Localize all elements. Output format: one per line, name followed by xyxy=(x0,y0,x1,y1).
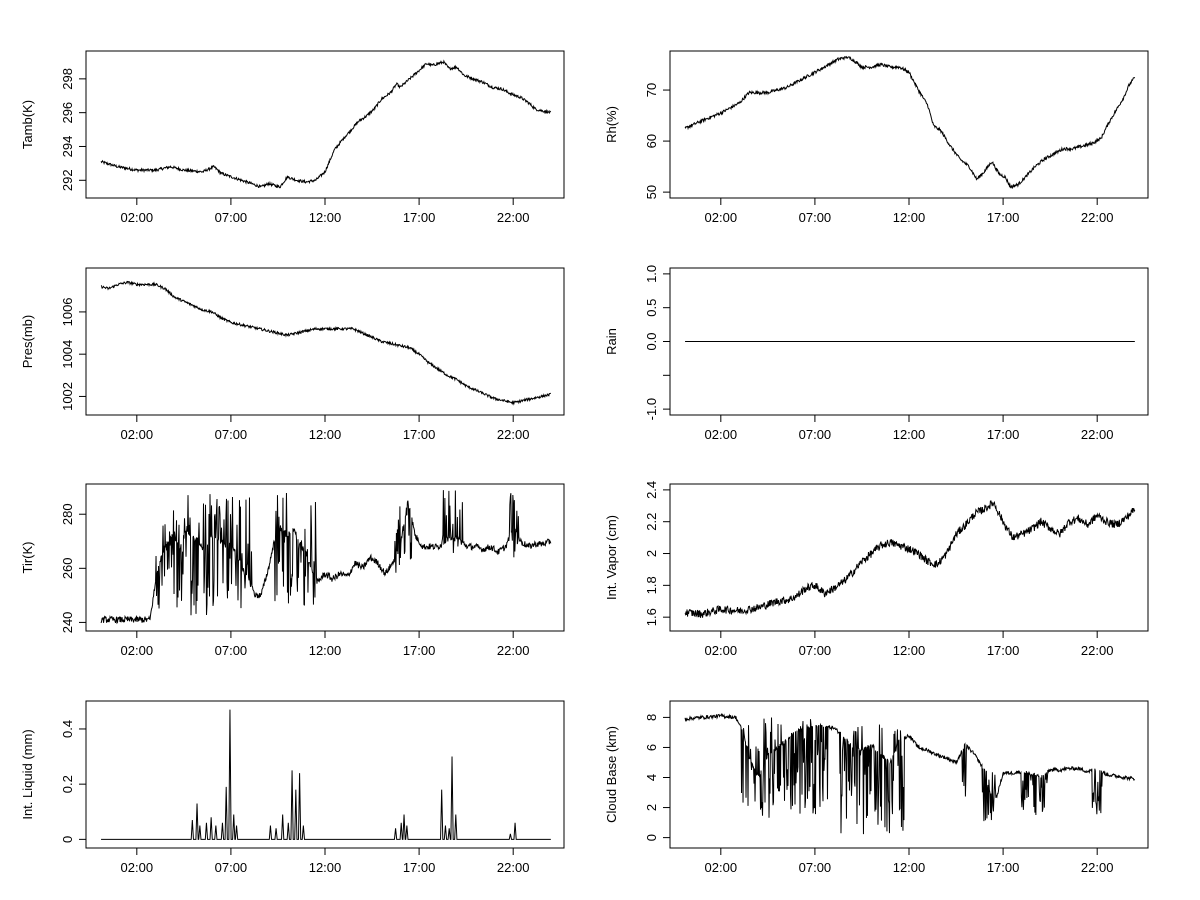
panel-vapor: 02:00 07:00 12:00 17:00 22:00 1.6 1.8 2 2.2 2.4 In… xyxy=(604,481,1149,658)
series-line-rh xyxy=(684,55,1136,190)
x-tick-label: 12:00 xyxy=(309,643,342,658)
y-tick-label: 60 xyxy=(644,134,659,148)
x-tick-label: 22:00 xyxy=(1081,210,1114,225)
x-tick-label: 07:00 xyxy=(799,427,832,442)
y-tick-label: 1006 xyxy=(60,297,75,326)
y-tick-label: 296 xyxy=(60,102,75,124)
x-tick-label: 07:00 xyxy=(215,210,248,225)
x-tick-label: 17:00 xyxy=(987,210,1020,225)
x-tick-label: 22:00 xyxy=(1081,643,1114,658)
y-axis-label: Tamb(K) xyxy=(20,100,35,149)
x-tick-label: 02:00 xyxy=(121,427,154,442)
x-tick-label: 17:00 xyxy=(987,860,1020,875)
y-tick-label: 298 xyxy=(60,68,75,90)
x-tick-label: 07:00 xyxy=(799,210,832,225)
series-line-tamb xyxy=(100,59,552,189)
x-tick-label: 12:00 xyxy=(309,860,342,875)
y-tick-label: 50 xyxy=(644,185,659,199)
y-tick-label: 70 xyxy=(644,83,659,97)
y-tick-label: 6 xyxy=(644,744,659,751)
y-axis-label: Rh(%) xyxy=(604,106,619,143)
panel-rain: 02:00 07:00 12:00 17:00 22:00 -1.0 0.0 0.5 1.0 Ra… xyxy=(604,265,1149,442)
x-tick-label: 12:00 xyxy=(309,210,342,225)
y-tick-label: 0 xyxy=(644,834,659,841)
x-tick-label: 17:00 xyxy=(403,427,436,442)
y-tick-label: 0.0 xyxy=(644,332,659,350)
x-tick-label: 02:00 xyxy=(705,210,738,225)
plot-frame xyxy=(85,700,565,849)
series-line-liquid xyxy=(101,709,551,840)
x-tick-label: 07:00 xyxy=(215,427,248,442)
series-line-cloudbase xyxy=(684,713,1136,835)
x-tick-label: 12:00 xyxy=(893,860,926,875)
y-tick-label: 294 xyxy=(60,136,75,158)
y-tick-label: 1004 xyxy=(60,340,75,369)
series-line-tir xyxy=(100,490,552,625)
y-tick-label: 292 xyxy=(60,169,75,191)
y-tick-label: 4 xyxy=(644,774,659,781)
y-tick-label: 1.8 xyxy=(644,576,659,594)
x-tick-label: 17:00 xyxy=(403,210,436,225)
x-tick-label: 22:00 xyxy=(497,427,530,442)
y-tick-label: 2 xyxy=(644,550,659,557)
x-tick-label: 07:00 xyxy=(215,860,248,875)
y-axis-label: Rain xyxy=(604,328,619,355)
x-tick-label: 12:00 xyxy=(893,427,926,442)
x-tick-label: 02:00 xyxy=(121,210,154,225)
x-tick-label: 02:00 xyxy=(121,860,154,875)
panel-tamb: 02:00 07:00 12:00 17:00 22:00 292 294 296 298 Tam… xyxy=(20,50,565,225)
panel-liquid: 02:00 07:00 12:00 17:00 22:00 0 0.2 0.4 Int. Liq… xyxy=(20,700,565,875)
plot-frame xyxy=(669,483,1149,632)
y-tick-label: 0.5 xyxy=(644,299,659,317)
x-tick-label: 17:00 xyxy=(403,643,436,658)
y-tick-label: -1.0 xyxy=(644,398,659,420)
y-tick-label: 1.6 xyxy=(644,608,659,626)
x-tick-label: 02:00 xyxy=(121,643,154,658)
y-axis-label: Int. Liquid (mm) xyxy=(20,729,35,819)
y-tick-label: 1.0 xyxy=(644,265,659,283)
y-tick-label: 260 xyxy=(60,557,75,579)
x-tick-label: 22:00 xyxy=(497,860,530,875)
y-axis-label: Cloud Base (km) xyxy=(604,726,619,823)
panel-tir: 02:00 07:00 12:00 17:00 22:00 240 260 280 Tir(K) xyxy=(20,483,565,658)
series-line-pres xyxy=(100,280,552,406)
y-tick-label: 280 xyxy=(60,503,75,525)
x-tick-label: 12:00 xyxy=(309,427,342,442)
x-tick-label: 07:00 xyxy=(215,643,248,658)
y-tick-label: 8 xyxy=(644,714,659,721)
y-tick-label: 1002 xyxy=(60,382,75,411)
x-tick-label: 17:00 xyxy=(403,860,436,875)
x-tick-label: 22:00 xyxy=(497,643,530,658)
y-tick-label: 0.4 xyxy=(60,720,75,738)
x-tick-label: 02:00 xyxy=(705,860,738,875)
x-tick-label: 12:00 xyxy=(893,643,926,658)
x-tick-label: 17:00 xyxy=(987,427,1020,442)
y-tick-label: 2.2 xyxy=(644,513,659,531)
y-axis-label: Int. Vapor (cm) xyxy=(604,515,619,600)
x-tick-label: 02:00 xyxy=(705,643,738,658)
x-tick-label: 22:00 xyxy=(1081,427,1114,442)
panel-rh: 02:00 07:00 12:00 17:00 22:00 50 60 70 Rh(%) xyxy=(604,50,1149,225)
plot-frame xyxy=(85,483,565,632)
y-tick-label: 2.4 xyxy=(644,481,659,499)
y-tick-label: 240 xyxy=(60,612,75,634)
panel-cloudbase: 02:00 07:00 12:00 17:00 22:00 0 2 4 6 8 Cloud Base… xyxy=(604,700,1149,875)
plot-frame xyxy=(85,267,565,416)
series-line-vapor xyxy=(684,500,1136,618)
x-tick-label: 07:00 xyxy=(799,860,832,875)
y-tick-label: 0.2 xyxy=(60,775,75,793)
y-axis-label: Tir(K) xyxy=(20,541,35,573)
y-axis-label: Pres(mb) xyxy=(20,315,35,368)
x-tick-label: 22:00 xyxy=(497,210,530,225)
x-tick-label: 22:00 xyxy=(1081,860,1114,875)
y-tick-label: 0 xyxy=(60,836,75,843)
panel-pres: 02:00 07:00 12:00 17:00 22:00 1002 1004 1006 Pre… xyxy=(20,267,565,442)
x-tick-label: 02:00 xyxy=(705,427,738,442)
x-tick-label: 17:00 xyxy=(987,643,1020,658)
y-tick-label: 2 xyxy=(644,804,659,811)
x-tick-label: 12:00 xyxy=(893,210,926,225)
x-tick-label: 07:00 xyxy=(799,643,832,658)
plot-frame xyxy=(85,50,565,199)
